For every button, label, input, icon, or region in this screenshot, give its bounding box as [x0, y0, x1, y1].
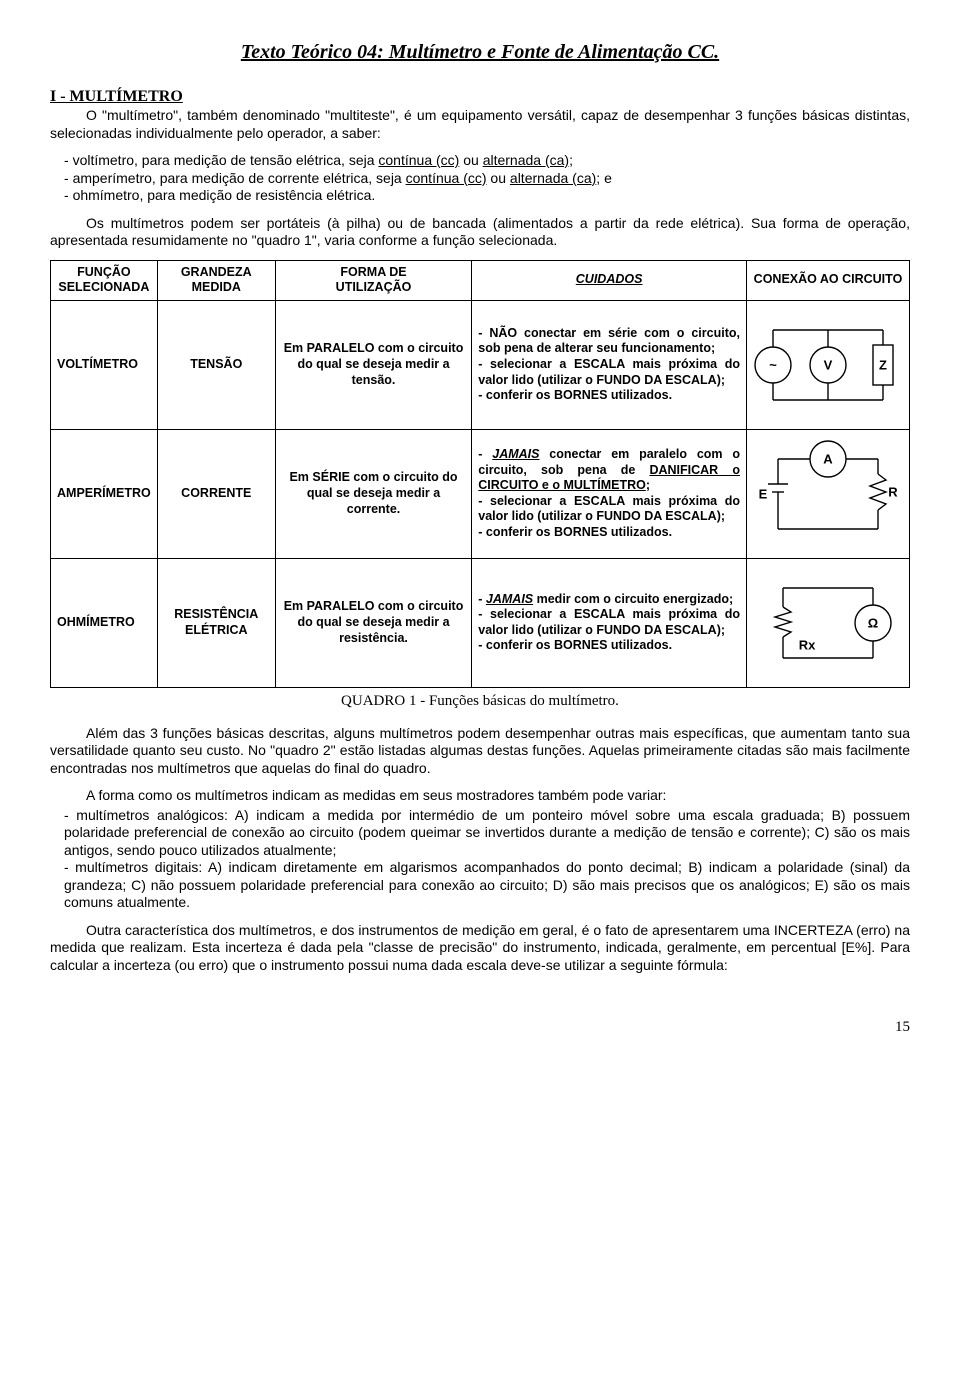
- svg-text:E: E: [759, 486, 768, 501]
- function-list: voltímetro, para medição de tensão elétr…: [50, 152, 910, 205]
- intro-paragraph: O "multímetro", também denominado "multi…: [50, 107, 910, 142]
- cell-forma: Em PARALELO com o circuito do qual se de…: [275, 300, 472, 429]
- col-header-grandeza: GRANDEZAMEDIDA: [157, 260, 275, 300]
- col-header-funcao: FUNÇÃOSELECIONADA: [51, 260, 158, 300]
- cell-forma: Em SÉRIE com o circuito do qual se desej…: [275, 429, 472, 558]
- cell-grandeza: RESISTÊNCIA ELÉTRICA: [157, 558, 275, 687]
- svg-text:Z: Z: [879, 357, 887, 372]
- circuit-ammeter: A E R: [753, 434, 903, 554]
- svg-text:Ω: Ω: [868, 615, 878, 630]
- cell-cuidados: - JAMAIS medir com o circuito energizado…: [472, 558, 747, 687]
- circuit-ohmmeter: Ω Rx: [753, 563, 903, 683]
- cell-grandeza: CORRENTE: [157, 429, 275, 558]
- svg-text:~: ~: [769, 357, 777, 372]
- cell-funcao: OHMÍMETRO: [51, 558, 158, 687]
- cell-grandeza: TENSÃO: [157, 300, 275, 429]
- col-header-forma: FORMA DEUTILIZAÇÃO: [275, 260, 472, 300]
- cell-forma: Em PARALELO com o circuito do qual se de…: [275, 558, 472, 687]
- list-item: amperímetro, para medição de corrente el…: [64, 170, 910, 188]
- circuit-voltmeter: ~ V Z: [753, 305, 903, 425]
- paragraph: Outra característica dos multímetros, e …: [50, 922, 910, 975]
- display-types-list: multímetros analógicos: A) indicam a med…: [50, 807, 910, 912]
- list-item: multímetros analógicos: A) indicam a med…: [64, 807, 910, 860]
- table-row: OHMÍMETRO RESISTÊNCIA ELÉTRICA Em PARALE…: [51, 558, 910, 687]
- paragraph: Os multímetros podem ser portáteis (à pi…: [50, 215, 910, 250]
- svg-text:R: R: [888, 484, 898, 499]
- cell-conexao: A E R: [746, 429, 909, 558]
- quadro1-table: FUNÇÃOSELECIONADA GRANDEZAMEDIDA FORMA D…: [50, 260, 910, 688]
- page-title: Texto Teórico 04: Multímetro e Fonte de …: [50, 40, 910, 65]
- section-heading-multimetro: I - MULTÍMETRO: [50, 87, 910, 107]
- list-item: ohmímetro, para medição de resistência e…: [64, 187, 910, 205]
- table-row: AMPERÍMETRO CORRENTE Em SÉRIE com o circ…: [51, 429, 910, 558]
- paragraph: A forma como os multímetros indicam as m…: [50, 787, 910, 805]
- svg-text:V: V: [824, 357, 833, 372]
- cell-cuidados: - NÃO conectar em série com o circuito, …: [472, 300, 747, 429]
- col-header-conexao: CONEXÃO AO CIRCUITO: [746, 260, 909, 300]
- page-number: 15: [50, 1018, 910, 1037]
- table-row: VOLTÍMETRO TENSÃO Em PARALELO com o circ…: [51, 300, 910, 429]
- list-item: multímetros digitais: A) indicam diretam…: [64, 859, 910, 912]
- table-caption: QUADRO 1 - Funções básicas do multímetro…: [50, 692, 910, 711]
- list-item: voltímetro, para medição de tensão elétr…: [64, 152, 910, 170]
- paragraph: Além das 3 funções básicas descritas, al…: [50, 725, 910, 778]
- cell-cuidados: - JAMAIS conectar em paralelo com o circ…: [472, 429, 747, 558]
- cell-funcao: AMPERÍMETRO: [51, 429, 158, 558]
- cell-funcao: VOLTÍMETRO: [51, 300, 158, 429]
- svg-text:A: A: [823, 451, 833, 466]
- cell-conexao: Ω Rx: [746, 558, 909, 687]
- svg-text:Rx: Rx: [799, 637, 816, 652]
- cell-conexao: ~ V Z: [746, 300, 909, 429]
- col-header-cuidados: CUIDADOS: [472, 260, 747, 300]
